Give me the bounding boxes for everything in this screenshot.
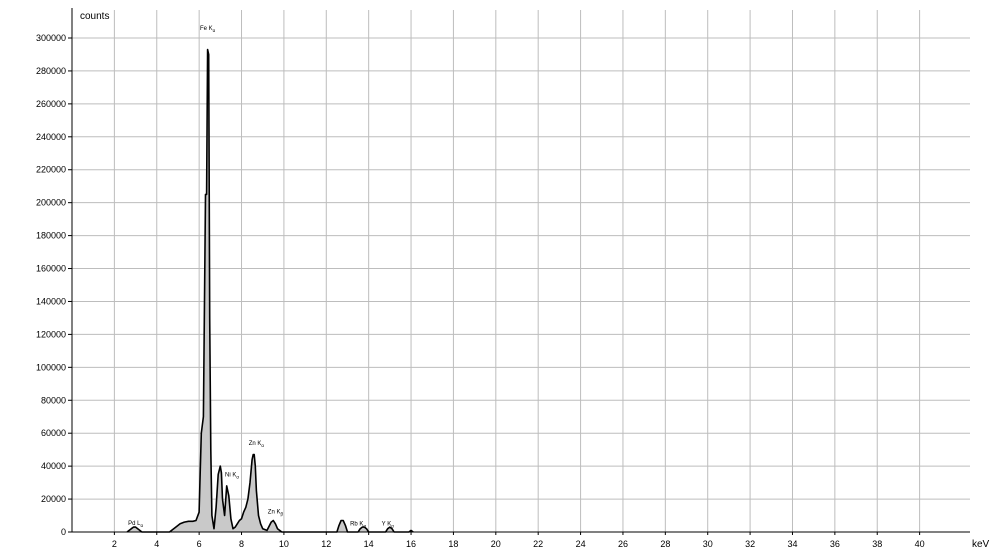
x-tick-label: 4	[154, 539, 159, 549]
x-tick-label: 16	[406, 539, 416, 549]
peak-label: Zn Kβ	[268, 509, 284, 516]
y-tick-label: 140000	[36, 296, 66, 306]
x-tick-label: 20	[491, 539, 501, 549]
peak-label-subscript: α	[391, 524, 394, 529]
peak-label-text: Fe K	[200, 26, 213, 32]
y-axis-title: counts	[80, 11, 109, 22]
x-tick-label: 24	[576, 539, 586, 549]
y-tick-label: 260000	[36, 99, 66, 109]
y-tick-label: 20000	[41, 494, 66, 504]
spectrum-area	[127, 49, 414, 532]
peak-label: Y Kα	[382, 522, 395, 529]
x-tick-label: 28	[660, 539, 670, 549]
x-tick-label: 36	[830, 539, 840, 549]
series-layer	[126, 48, 414, 533]
y-tick-label: 80000	[41, 395, 66, 405]
peak-label-text: Ni K	[225, 472, 236, 478]
peak-label: Ni Kα	[225, 472, 239, 479]
x-tick-label: 12	[321, 539, 331, 549]
x-axis-ticks: 2 4 6 8 10 12 14 16 18 20 22 24 26 28 30 32 34 36 38 40	[112, 532, 925, 549]
y-tick-label: 280000	[36, 66, 66, 76]
peak-label-subscript: α	[140, 523, 143, 528]
y-tick-label: 160000	[36, 264, 66, 274]
peak-label-subscript: α	[261, 443, 264, 448]
grid	[72, 10, 970, 532]
x-tick-label: 34	[787, 539, 797, 549]
x-axis-title: keV	[972, 539, 990, 550]
x-tick-label: 32	[745, 539, 755, 549]
x-tick-label: 10	[279, 539, 289, 549]
peak-label: Fe Kα	[200, 26, 216, 33]
y-tick-label: 100000	[36, 362, 66, 372]
x-tick-label: 38	[872, 539, 882, 549]
peak-label: Zn Kα	[249, 441, 265, 448]
peak-label-subscript: α	[363, 524, 366, 529]
y-tick-label: 240000	[36, 132, 66, 142]
x-tick-label: 22	[533, 539, 543, 549]
spectrum-line	[126, 48, 414, 533]
y-tick-label: 220000	[36, 165, 66, 175]
y-axis-ticks: 0 20000 40000 60000 80000 100000 120000 140000 1…	[36, 33, 72, 537]
peak-label-text: Pd L	[128, 521, 141, 527]
x-tick-label: 18	[448, 539, 458, 549]
x-tick-label: 26	[618, 539, 628, 549]
y-tick-label: 200000	[36, 198, 66, 208]
peak-label: Pd Lα	[128, 521, 143, 528]
peak-label-subscript: α	[213, 28, 216, 33]
peak-label-text: Rb K	[350, 522, 363, 528]
x-tick-label: 30	[703, 539, 713, 549]
peak-label-text: Y K	[382, 522, 392, 528]
y-tick-label: 60000	[41, 428, 66, 438]
y-tick-label: 0	[61, 527, 66, 537]
peak-label-text: Zn K	[268, 509, 281, 515]
peak-label-subscript: β	[280, 511, 283, 516]
peak-label: Rb Kα	[350, 522, 366, 529]
x-tick-label: 2	[112, 539, 117, 549]
y-tick-label: 120000	[36, 329, 66, 339]
x-tick-label: 40	[915, 539, 925, 549]
y-tick-label: 180000	[36, 231, 66, 241]
y-tick-label: 300000	[36, 33, 66, 43]
peak-label-subscript: α	[236, 474, 239, 479]
x-tick-label: 6	[197, 539, 202, 549]
x-tick-label: 14	[364, 539, 374, 549]
peak-label-text: Zn K	[249, 441, 262, 447]
x-tick-label: 8	[239, 539, 244, 549]
y-tick-label: 40000	[41, 461, 66, 471]
